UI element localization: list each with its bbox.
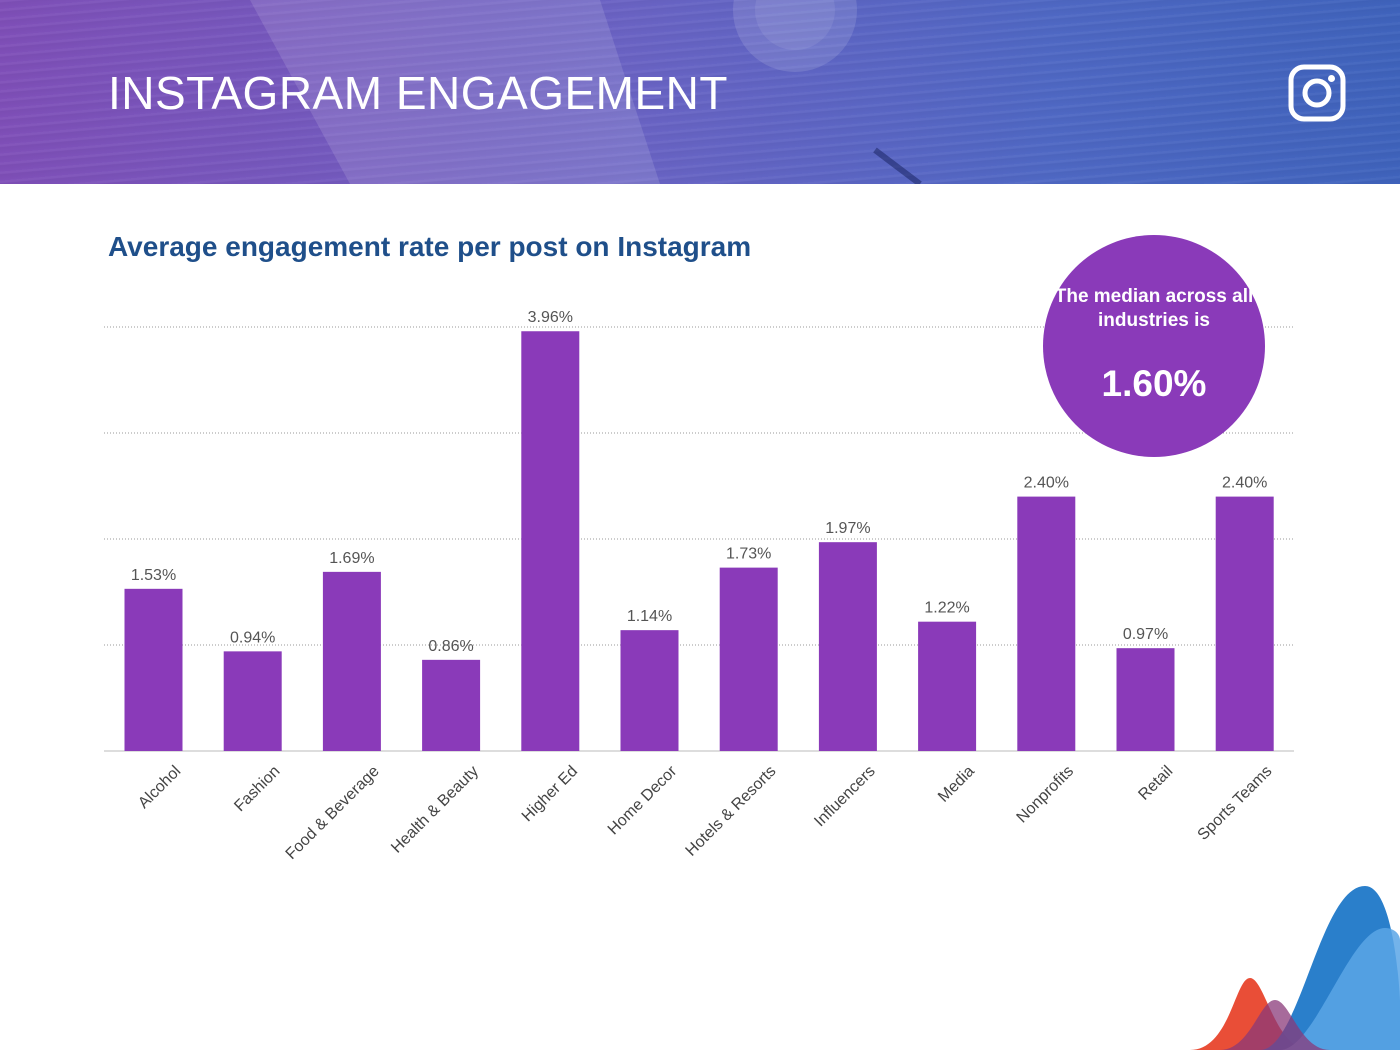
value-label-2: 1.69% bbox=[329, 550, 374, 567]
bar-10 bbox=[1116, 648, 1175, 751]
median-callout-text: The median across all industries is bbox=[1054, 286, 1254, 331]
category-label-10: Retail bbox=[1135, 763, 1176, 804]
header-background-shapes bbox=[250, 0, 922, 184]
median-callout: The median across all industries is 1.60… bbox=[1043, 235, 1265, 457]
bar-4 bbox=[521, 331, 580, 751]
value-label-8: 1.22% bbox=[924, 600, 969, 617]
category-label-0: Alcohol bbox=[135, 763, 184, 812]
value-label-4: 3.96% bbox=[528, 309, 573, 326]
bar-6 bbox=[719, 567, 778, 751]
bar-7 bbox=[818, 542, 877, 751]
category-label-9: Nonprofits bbox=[1014, 763, 1078, 827]
value-label-6: 1.73% bbox=[726, 546, 771, 563]
category-label-5: Home Decor bbox=[605, 762, 681, 838]
category-label-11: Sports Teams bbox=[1195, 763, 1276, 844]
category-label-6: Hotels & Resorts bbox=[683, 763, 780, 860]
bar-0 bbox=[124, 588, 183, 751]
category-label-4: Higher Ed bbox=[519, 763, 581, 825]
category-label-8: Media bbox=[935, 763, 978, 806]
value-label-5: 1.14% bbox=[627, 608, 672, 625]
bar-3 bbox=[422, 659, 481, 751]
decorative-wave-shapes bbox=[1190, 886, 1400, 1050]
header-banner: INSTAGRAM ENGAGEMENT bbox=[0, 0, 1400, 184]
bar-5 bbox=[620, 630, 679, 751]
value-label-10: 0.97% bbox=[1123, 626, 1168, 643]
bar-9 bbox=[1017, 496, 1076, 751]
category-label-1: Fashion bbox=[231, 763, 283, 815]
median-callout-value: 1.60% bbox=[1101, 363, 1207, 404]
instagram-icon bbox=[1288, 64, 1346, 122]
category-label-3: Health & Beauty bbox=[388, 763, 482, 857]
category-label-2: Food & Beverage bbox=[283, 763, 383, 863]
category-label-7: Influencers bbox=[811, 763, 878, 830]
header-texture bbox=[0, 0, 1400, 184]
value-label-0: 1.53% bbox=[131, 567, 176, 584]
value-label-9: 2.40% bbox=[1024, 475, 1069, 492]
chart-title: Average engagement rate per post on Inst… bbox=[108, 231, 752, 262]
bar-11 bbox=[1215, 496, 1274, 751]
bar-8 bbox=[918, 621, 977, 751]
value-label-11: 2.40% bbox=[1222, 475, 1267, 492]
value-label-1: 0.94% bbox=[230, 629, 275, 646]
value-label-7: 1.97% bbox=[825, 520, 870, 537]
page-title: INSTAGRAM ENGAGEMENT bbox=[108, 67, 728, 119]
bar-1 bbox=[223, 651, 282, 751]
value-label-3: 0.86% bbox=[428, 638, 473, 655]
bar-2 bbox=[322, 571, 381, 751]
